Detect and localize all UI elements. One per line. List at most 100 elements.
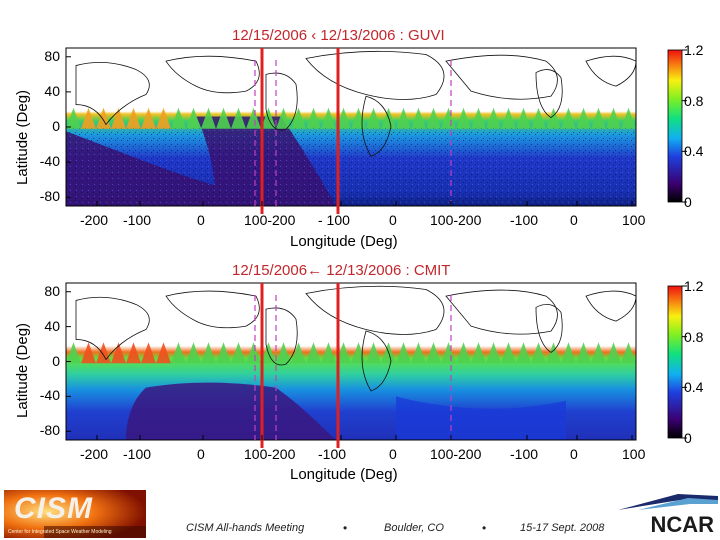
coastline	[445, 289, 558, 335]
coastline	[75, 61, 150, 126]
guvi-x-tick-label: 0	[389, 212, 397, 228]
cmit-y-tick-label: -80	[39, 422, 60, 439]
swath-tooth	[516, 107, 531, 129]
guvi-x-tick-label: 0	[570, 212, 578, 228]
swath-tooth	[486, 342, 501, 364]
guvi-x-tick-label: 100-200	[244, 212, 296, 228]
swath-tooth	[216, 342, 231, 364]
coastline	[75, 296, 150, 361]
swath-tooth	[306, 107, 321, 129]
footer-meeting: CISM All-hands Meeting	[186, 522, 305, 534]
swath-tooth	[276, 342, 291, 364]
swath-tooth	[441, 107, 456, 129]
swath-tooth	[186, 107, 201, 129]
cmit-x-axis-label: Longitude (Deg)	[290, 466, 398, 483]
swath-tooth	[606, 342, 621, 364]
swath-tooth	[171, 342, 186, 364]
swath-tooth	[321, 107, 336, 129]
swath-tooth	[171, 107, 186, 129]
swath-tooth	[201, 107, 216, 129]
swath-tooth	[591, 107, 606, 129]
coastline	[585, 55, 637, 87]
guvi-x-tick-label: -100	[510, 212, 539, 228]
cmit-x-tick-label: -200	[80, 446, 109, 462]
swath-tooth	[531, 107, 546, 129]
swath-tooth	[81, 107, 96, 129]
swath-tooth	[156, 342, 171, 364]
cism-logo-text: CISM	[14, 492, 93, 525]
ncar-swoosh-icon	[618, 494, 718, 510]
swath-tooth	[426, 107, 441, 129]
swath-tooth	[591, 342, 606, 364]
swath-tooth	[441, 342, 456, 364]
swath-tooth	[531, 342, 546, 364]
swath-tooth	[396, 107, 411, 129]
swath-tooth	[111, 107, 126, 129]
swath-tooth	[306, 342, 321, 364]
coastline	[265, 307, 298, 366]
swath-tooth	[546, 107, 561, 129]
swath-tooth	[366, 107, 381, 129]
guvi-y-tick-label: 80	[44, 47, 60, 64]
cmit-colorbar-tick-label: 0.8	[684, 328, 704, 345]
swath-tooth	[141, 107, 156, 129]
cmit-low-density-region	[126, 382, 336, 440]
guvi-y-axis-label: Latitude (Deg)	[14, 89, 31, 185]
guvi-colorbar-tick-label: 1.2	[684, 42, 704, 58]
swath-tooth	[321, 342, 336, 364]
swath-tooth	[126, 342, 141, 364]
swath-tooth	[186, 342, 201, 364]
coastline	[361, 330, 392, 392]
swath-tooth	[156, 107, 171, 129]
guvi-colorbar-tick-label: 0.4	[684, 143, 704, 160]
swath-tooth	[231, 107, 246, 129]
footer-dates: 15-17 Sept. 2008	[520, 522, 605, 534]
swath-tooth	[621, 107, 636, 129]
guvi-colorbar-tick-label: 0	[684, 194, 692, 210]
swath-tooth	[501, 107, 516, 129]
swath-tooth	[561, 342, 576, 364]
swath-tooth	[111, 342, 126, 364]
cmit-colorbar-tick-label: 0.4	[684, 379, 704, 396]
swath-tooth	[201, 342, 216, 364]
swath-tooth	[606, 107, 621, 129]
cmit-x-tick-label: -100	[318, 446, 347, 462]
swath-tooth	[336, 342, 351, 364]
cmit-y-tick-label: -40	[39, 387, 60, 404]
guvi-x-tick-label: 100-200	[430, 212, 482, 228]
guvi-y-tick-label: 40	[44, 82, 60, 99]
cmit-x-tick-label: 0	[197, 446, 205, 462]
swath-tooth	[456, 107, 471, 129]
coastline	[535, 69, 563, 119]
coastline	[165, 55, 260, 94]
swath-tooth	[66, 107, 81, 129]
cmit-y-tick-label: 80	[44, 282, 60, 299]
cmit-y-axis-label: Latitude (Deg)	[14, 322, 31, 418]
guvi-noise	[66, 127, 636, 206]
guvi-x-tick-label: -100	[123, 212, 152, 228]
cmit-x-tick-label: 100-200	[430, 446, 482, 462]
swath-tooth	[471, 342, 486, 364]
swath-tooth	[576, 107, 591, 129]
swath-tooth	[501, 342, 516, 364]
swath-tooth	[456, 342, 471, 364]
guvi-y-tick-label: -80	[39, 188, 60, 205]
coastline	[305, 50, 445, 100]
guvi-y-tick-label: -40	[39, 153, 60, 170]
swath-tooth	[486, 107, 501, 129]
swath-tooth	[411, 107, 426, 129]
cmit-x-tick-label: -100	[510, 446, 539, 462]
guvi-x-axis-label: Longitude (Deg)	[290, 233, 398, 250]
guvi-x-tick-label: 0	[197, 212, 205, 228]
cmit-coastlines	[75, 285, 637, 392]
swath-tooth	[66, 342, 81, 364]
cmit-y-tick-label: 0	[52, 352, 60, 369]
guvi-coastlines	[75, 50, 637, 157]
swath-tooth	[276, 107, 291, 129]
guvi-colorbar	[667, 49, 683, 203]
swath-tooth	[81, 342, 96, 364]
guvi-swath-teeth	[66, 107, 636, 129]
guvi-y-tick-label: 0	[52, 118, 60, 134]
footer-bullet-2: •	[482, 521, 487, 535]
